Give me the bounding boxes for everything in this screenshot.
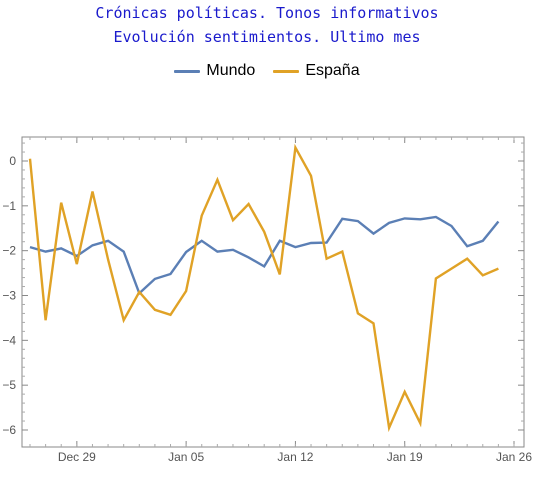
y-tick-label: −4	[2, 333, 16, 347]
x-tick-label: Jan 12	[277, 450, 313, 464]
series-line-mundo	[29, 215, 500, 296]
legend-label-mundo: Mundo	[206, 62, 256, 79]
y-tick-label: −1	[2, 199, 16, 213]
x-tick-label: Jan 26	[496, 450, 532, 464]
y-tick-label: −6	[2, 423, 16, 437]
chart-title: Crónicas políticas. Tonos informativos	[95, 4, 439, 22]
x-tick-label: Dec 29	[58, 450, 96, 464]
y-tick-label: 0	[9, 154, 16, 168]
chart-subtitle: Evolución sentimientos. Ultimo mes	[113, 28, 421, 46]
y-tick-label: −3	[2, 289, 16, 303]
x-tick-label: Jan 05	[168, 450, 204, 464]
legend-item-mundo: Mundo	[174, 62, 255, 80]
legend-swatch-espana	[273, 69, 300, 73]
plot-frame	[21, 136, 525, 448]
legend-swatch-mundo	[174, 69, 201, 73]
y-tick-label: −2	[2, 244, 16, 258]
x-tick-label: Jan 19	[387, 450, 423, 464]
legend-label-espana: España	[305, 62, 360, 79]
y-tick-label: −5	[2, 378, 16, 392]
legend-item-espana: España	[273, 62, 360, 80]
series-line-espana	[28, 143, 499, 433]
chart-legend: Mundo España	[0, 62, 534, 80]
